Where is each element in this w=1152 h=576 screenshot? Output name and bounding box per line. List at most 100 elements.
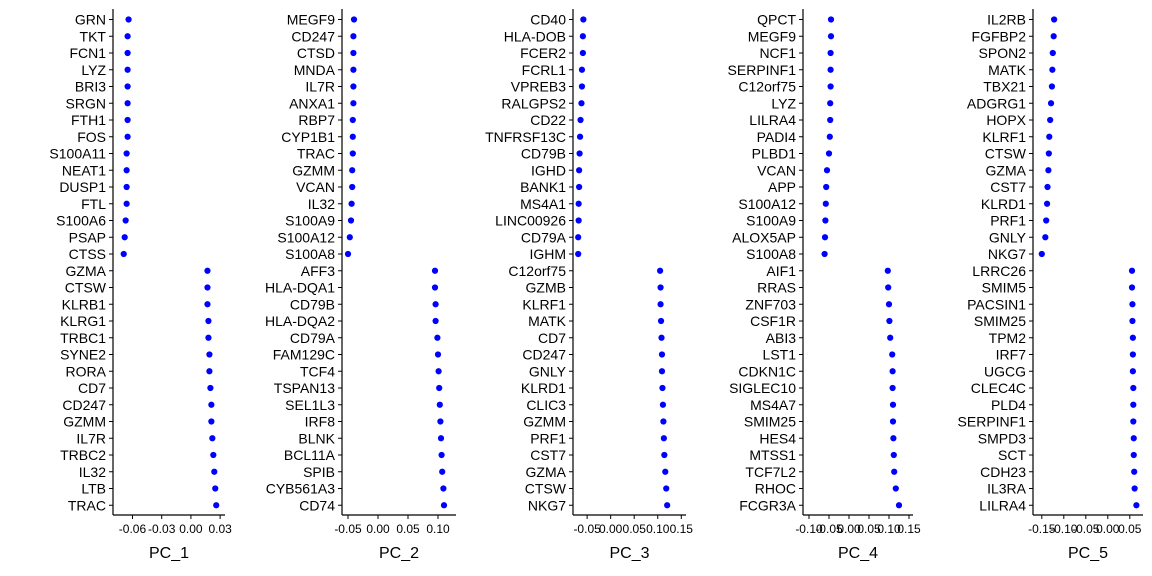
gene-label: AFF3 — [301, 263, 335, 279]
gene-label: CDKN1C — [738, 363, 796, 379]
x-tick-label: -0.06 — [119, 522, 147, 536]
data-point — [890, 451, 897, 459]
gene-label: IL2RB — [987, 12, 1026, 28]
gene-label: MATK — [528, 313, 567, 329]
gene-label: CTSW — [65, 280, 107, 296]
gene-label: SIGLEC10 — [729, 380, 796, 396]
data-point — [204, 267, 211, 274]
gene-label: CTSW — [985, 146, 1027, 162]
gene-label: S100A9 — [746, 213, 796, 229]
gene-label: SERPINF1 — [728, 62, 797, 78]
gene-label: CDH23 — [980, 464, 1026, 480]
gene-label: S100A6 — [56, 213, 106, 229]
x-tick-label: 0.05 — [1118, 522, 1142, 536]
data-point — [213, 502, 220, 509]
data-point — [661, 451, 668, 459]
x-tick-label: 0.15 — [897, 522, 921, 536]
data-point — [889, 368, 896, 375]
data-point — [350, 49, 357, 57]
data-point — [577, 116, 584, 124]
data-point — [823, 183, 830, 191]
gene-label: TKT — [80, 28, 107, 44]
data-point — [349, 183, 356, 191]
data-point — [1129, 317, 1136, 325]
data-point — [891, 468, 898, 475]
gene-label: SMIM5 — [982, 280, 1027, 296]
gene-label: C12orf75 — [508, 263, 566, 279]
gene-label: FCRL1 — [522, 62, 567, 78]
gene-label: TCF4 — [300, 363, 335, 379]
data-point — [1129, 301, 1136, 308]
panel-3: CD40HLA-DOBFCER2FCRL1VPREB3RALGPS2CD22TN… — [485, 9, 693, 562]
gene-label: APP — [768, 179, 796, 195]
data-point — [434, 351, 442, 358]
x-tick-label: 0.00 — [179, 522, 203, 536]
x-axis-title: PC_5 — [1068, 545, 1108, 562]
gene-label: FTL — [81, 196, 106, 212]
data-point — [658, 351, 666, 358]
data-point — [348, 200, 355, 207]
gene-label: TRAC — [297, 146, 335, 162]
gene-label: CTSD — [297, 45, 335, 61]
gene-label: HLA-DOB — [504, 28, 566, 44]
gene-label: CD247 — [62, 397, 106, 413]
data-point — [431, 284, 439, 291]
gene-label: NKG7 — [528, 497, 566, 513]
gene-label: LYZ — [771, 95, 796, 111]
gene-label: GZMA — [66, 263, 107, 279]
gene-label: TCF7L2 — [745, 464, 796, 480]
data-point — [350, 66, 357, 73]
data-point — [827, 83, 834, 90]
data-point — [1050, 33, 1057, 40]
data-point — [575, 250, 582, 258]
x-axis-title: PC_1 — [149, 545, 189, 562]
gene-label: NEAT1 — [62, 162, 106, 178]
gene-label: CD79A — [290, 330, 336, 346]
data-point — [659, 384, 666, 392]
data-point — [826, 133, 833, 140]
data-point — [123, 167, 130, 174]
gene-label: KLRG1 — [60, 313, 106, 329]
gene-label: HOPX — [986, 112, 1026, 128]
gene-label: RHOC — [755, 481, 796, 497]
data-point — [437, 418, 444, 425]
data-point — [660, 435, 667, 442]
data-point — [1130, 451, 1137, 459]
data-point — [347, 217, 355, 224]
data-point — [827, 33, 835, 40]
gene-label: FAM129C — [273, 347, 335, 363]
gene-label: MNDA — [294, 62, 336, 78]
gene-label: VCAN — [296, 179, 335, 195]
data-point — [575, 217, 582, 224]
data-point — [1129, 351, 1136, 358]
gene-label: PLBD1 — [752, 146, 797, 162]
data-point — [350, 83, 357, 90]
data-point — [1038, 250, 1045, 258]
data-point — [1046, 133, 1053, 140]
data-point — [889, 401, 897, 408]
gene-label: SMIM25 — [974, 313, 1026, 329]
gene-label: TRAC — [68, 497, 106, 513]
x-tick-label: -0.05 — [573, 522, 601, 536]
x-axis-title: PC_3 — [609, 545, 649, 562]
x-tick-label: 0.05 — [623, 522, 647, 536]
x-tick-label: 0.10 — [877, 522, 901, 536]
gene-label: IL32 — [308, 196, 335, 212]
data-point — [575, 234, 582, 241]
data-point — [350, 33, 357, 40]
gene-label: CD7 — [78, 380, 106, 396]
gene-label: AIF1 — [766, 263, 796, 279]
x-tick-label: -0.05 — [1072, 522, 1100, 536]
gene-label: GNLY — [989, 229, 1027, 245]
data-point — [211, 468, 218, 475]
data-point — [1129, 368, 1136, 375]
gene-label: S100A8 — [285, 246, 335, 262]
gene-label: CST7 — [990, 179, 1026, 195]
data-point — [1128, 267, 1136, 274]
data-point — [437, 435, 445, 442]
gene-label: FTH1 — [71, 112, 106, 128]
gene-label: ZNF703 — [745, 296, 796, 312]
data-point — [579, 49, 586, 57]
x-tick-label: -0.10 — [795, 522, 823, 536]
